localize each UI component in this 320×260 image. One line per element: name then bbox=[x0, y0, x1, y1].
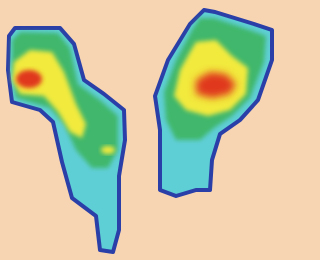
yellow-spot bbox=[101, 146, 115, 154]
red-zone bbox=[16, 70, 42, 88]
pressure-map bbox=[0, 0, 282, 260]
page: (() => { const data = JSON.parse(documen… bbox=[0, 0, 282, 260]
